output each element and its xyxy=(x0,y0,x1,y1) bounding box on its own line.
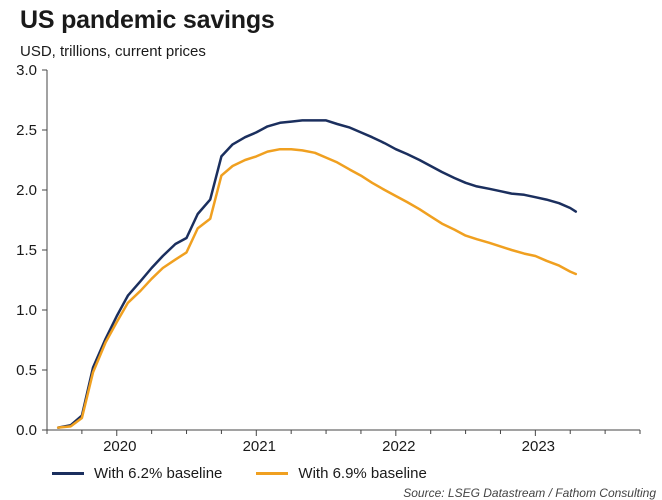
legend-item-6-9: With 6.9% baseline xyxy=(256,465,427,482)
y-tick-label: 2.0 xyxy=(16,182,37,199)
legend-label-6-9: With 6.9% baseline xyxy=(298,465,427,482)
y-tick-label: 0.5 xyxy=(16,362,37,379)
x-tick-label: 2023 xyxy=(522,438,555,455)
y-tick-label: 2.5 xyxy=(16,122,37,139)
series-line-0 xyxy=(56,119,578,429)
x-tick-label: 2021 xyxy=(243,438,276,455)
legend-label-6-2: With 6.2% baseline xyxy=(94,465,223,482)
x-tick-label: 2022 xyxy=(382,438,415,455)
y-tick-label: 3.0 xyxy=(16,62,37,79)
legend-swatch-6-2 xyxy=(52,472,84,475)
source-note: Source: LSEG Datastream / Fathom Consult… xyxy=(403,486,656,500)
legend: With 6.2% baseline With 6.9% baseline xyxy=(52,465,427,482)
legend-swatch-6-9 xyxy=(256,472,289,475)
y-tick-label: 0.0 xyxy=(16,422,37,439)
chart-title: US pandemic savings xyxy=(20,6,275,34)
y-tick-label: 1.0 xyxy=(16,302,37,319)
legend-item-6-2: With 6.2% baseline xyxy=(52,465,222,482)
x-tick-label: 2020 xyxy=(103,438,136,455)
y-tick-label: 1.5 xyxy=(16,242,37,259)
chart-subtitle: USD, trillions, current prices xyxy=(20,43,206,60)
series-line-1 xyxy=(56,147,578,429)
